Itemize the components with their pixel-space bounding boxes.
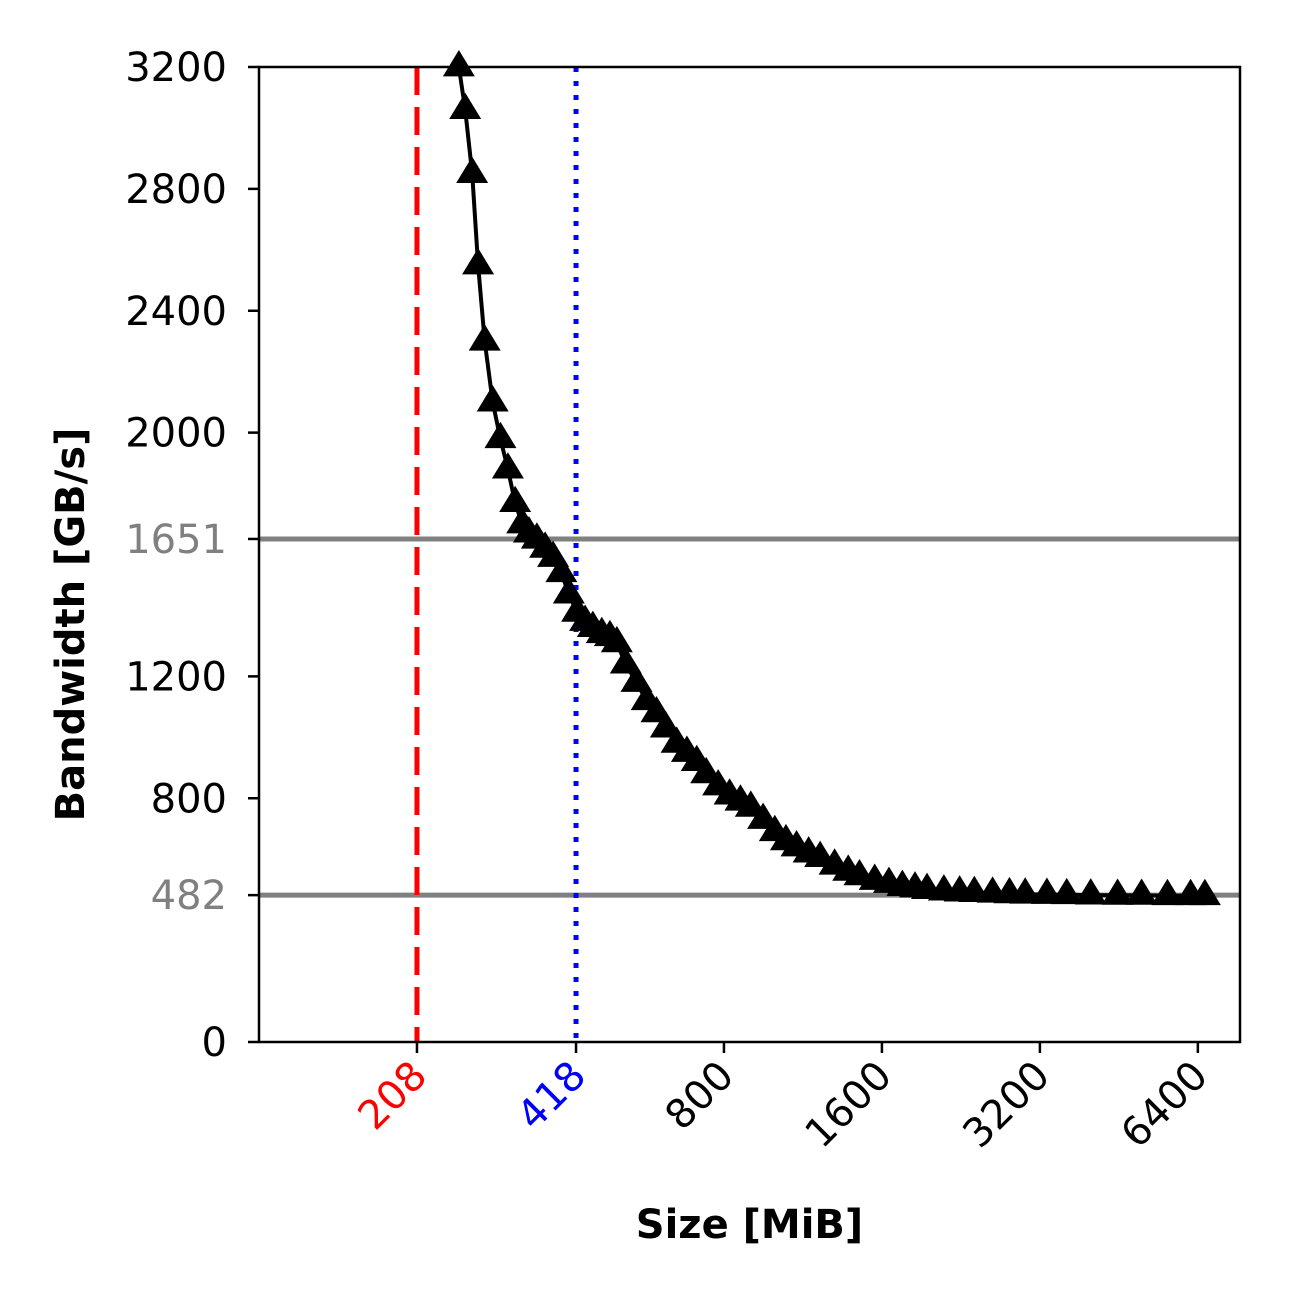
data-point-26 xyxy=(649,711,682,738)
y-tick-label-482: 482 xyxy=(151,873,227,919)
data-point-57 xyxy=(1074,878,1107,905)
data-point-60 xyxy=(1151,878,1184,906)
data-point-55 xyxy=(1030,877,1063,904)
data-point-4 xyxy=(468,324,501,351)
data-point-3 xyxy=(462,248,495,275)
y-axis: 0 482 800 1200 1651 2000 2400 2800 3200 xyxy=(125,45,259,1066)
data-point-2 xyxy=(456,156,489,183)
y-tick-label-2800: 2800 xyxy=(125,167,227,213)
y-tick-label-1651: 1651 xyxy=(125,517,227,563)
data-point-21 xyxy=(600,625,633,653)
data-point-0 xyxy=(442,50,475,77)
data-point-62 xyxy=(1188,878,1221,906)
data-point-59 xyxy=(1125,878,1158,905)
x-axis-title: Size [MiB] xyxy=(636,1202,863,1248)
data-point-54 xyxy=(1009,877,1042,904)
data-point-8 xyxy=(499,485,532,513)
plot-frame xyxy=(257,65,1242,1044)
data-point-22 xyxy=(609,647,642,674)
data-point-14 xyxy=(545,555,578,583)
y-tick-label-3200: 3200 xyxy=(125,45,227,91)
series-layer xyxy=(442,50,1221,906)
y-tick-label-1200: 1200 xyxy=(125,654,227,700)
data-point-1 xyxy=(449,92,482,120)
y-tick-label-2400: 2400 xyxy=(125,289,227,335)
data-point-7 xyxy=(491,452,524,479)
y-tick-label-2000: 2000 xyxy=(125,411,227,457)
y-tick-label-0: 0 xyxy=(202,1020,227,1066)
y-tick-label-800: 800 xyxy=(151,776,227,822)
y-axis-title: Bandwidth [GB/s] xyxy=(48,428,94,822)
data-point-5 xyxy=(476,385,509,412)
data-point-23 xyxy=(620,665,653,692)
reference-lines xyxy=(259,67,1240,1042)
data-point-58 xyxy=(1101,878,1134,905)
data-point-6 xyxy=(484,421,517,449)
data-point-56 xyxy=(1050,877,1083,905)
